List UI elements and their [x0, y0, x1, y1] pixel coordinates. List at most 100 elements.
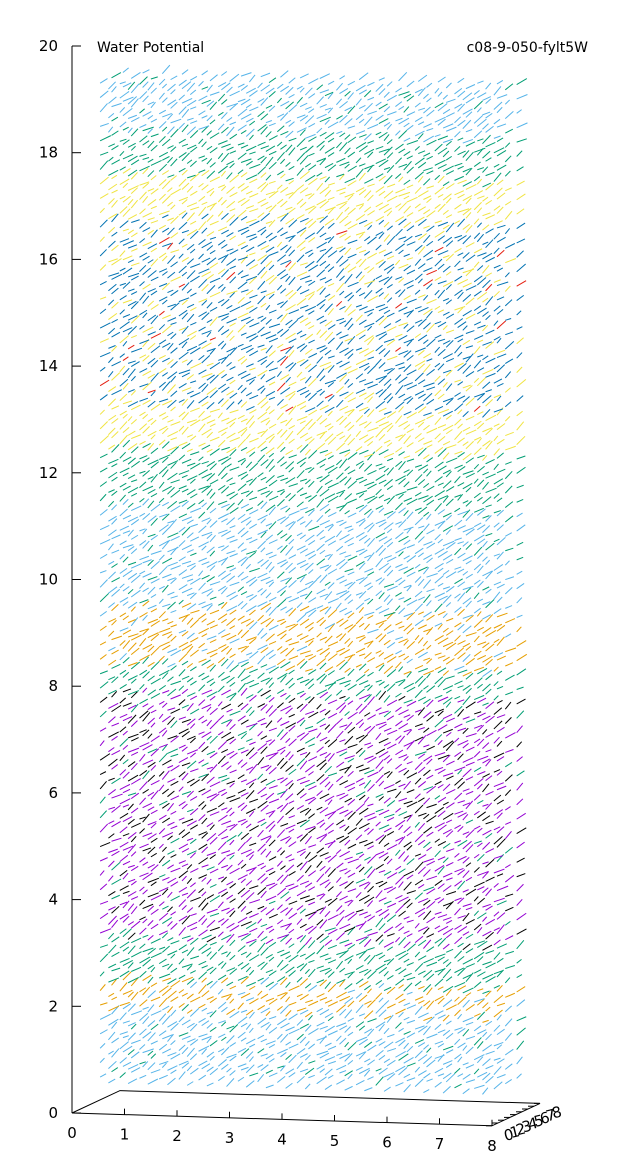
vector-arrow [375, 275, 383, 280]
vector-arrow [496, 468, 506, 474]
vector-arrow [111, 1048, 120, 1058]
vector-arrow [406, 1032, 416, 1038]
vector-arrow [190, 637, 199, 643]
vector-arrow [316, 388, 323, 393]
vector-arrow [131, 434, 142, 440]
vector-arrow [485, 504, 492, 508]
vector-arrow [336, 360, 343, 365]
vector-arrow [206, 832, 217, 842]
vector-arrow [485, 427, 493, 436]
vector-arrow [220, 556, 229, 566]
vector-arrow [268, 696, 275, 703]
vector-arrow [186, 1038, 196, 1043]
vector-arrow [367, 524, 375, 533]
vector-arrow [414, 1050, 423, 1059]
vector-arrow [122, 1020, 130, 1024]
vector-arrow [327, 436, 337, 445]
vector-arrow [122, 413, 128, 419]
vector-arrow [209, 250, 216, 255]
vector-arrow [383, 350, 391, 358]
vector-arrow [217, 731, 224, 736]
vector-arrow [327, 597, 339, 604]
vector-arrow [358, 462, 365, 469]
vector-arrow [383, 855, 389, 862]
vector-arrow [99, 593, 109, 603]
vector-arrow [229, 1010, 240, 1019]
vector-arrow [465, 371, 475, 378]
vector-arrow [201, 832, 209, 839]
vector-arrow [127, 704, 137, 710]
vector-arrow [237, 1016, 248, 1025]
vector-arrow [142, 512, 151, 521]
vector-arrow [504, 341, 515, 350]
vector-arrow [167, 446, 178, 452]
vector-arrow [147, 964, 154, 970]
vector-arrow [209, 868, 219, 874]
vector-arrow [308, 1000, 319, 1007]
vector-arrow [99, 1073, 107, 1078]
vector-arrow [167, 371, 178, 380]
vector-arrow [414, 464, 423, 468]
vector-arrow [237, 759, 243, 765]
vector-arrow [178, 599, 184, 605]
vector-arrow [476, 611, 482, 617]
vector-arrow [131, 822, 141, 828]
vector-arrow [398, 968, 407, 975]
vector-arrow [462, 355, 472, 360]
vector-arrow [434, 1054, 445, 1059]
vector-arrow [122, 771, 130, 779]
vector-arrow [161, 456, 169, 463]
vector-arrow [249, 650, 259, 659]
vector-arrow [186, 313, 195, 323]
vector-arrow [186, 937, 194, 942]
vector-arrow [493, 581, 502, 586]
vector-arrow [260, 848, 267, 855]
vector-arrow [482, 683, 491, 692]
vector-arrow [217, 755, 226, 765]
vector-arrow [516, 280, 527, 287]
vector-arrow [220, 286, 226, 292]
vector-arrow [319, 248, 327, 252]
vector-arrow [437, 321, 447, 328]
vector-arrow [395, 276, 403, 280]
vector-arrow [198, 943, 208, 951]
vector-arrow [178, 238, 185, 245]
vector-arrow [395, 836, 404, 842]
vector-arrow [226, 617, 236, 627]
vector-arrow [122, 702, 132, 707]
vector-arrow [347, 1031, 354, 1037]
vector-arrow [505, 662, 514, 667]
vector-arrow [150, 837, 158, 843]
vector-arrow [434, 822, 445, 829]
vector-arrow [383, 959, 391, 963]
vector-arrow [161, 770, 170, 780]
vector-arrow [99, 823, 109, 833]
vector-arrow [127, 818, 135, 825]
vector-arrow [319, 723, 327, 728]
vector-arrow [111, 1067, 119, 1073]
vector-arrow [139, 970, 147, 978]
vector-arrow [122, 485, 131, 491]
vector-arrow [299, 389, 310, 396]
vector-arrow [442, 1045, 454, 1051]
vector-arrow [403, 338, 415, 344]
vector-arrow [358, 981, 369, 988]
vector-arrow [462, 293, 472, 302]
vector-arrow [229, 609, 237, 615]
vector-arrow [367, 771, 379, 778]
vector-arrow [358, 434, 369, 441]
vector-arrow [198, 278, 208, 289]
vector-arrow [139, 570, 146, 575]
vector-arrow [217, 918, 225, 923]
vector-arrow [375, 474, 386, 481]
vector-arrow [288, 249, 296, 257]
vector-arrow [111, 996, 118, 1001]
vector-arrow [426, 600, 432, 607]
vector-arrow [426, 946, 435, 953]
vector-arrow [417, 1070, 427, 1076]
vector-arrow [108, 944, 117, 954]
vector-arrow [304, 968, 310, 975]
vector-arrow [111, 444, 120, 453]
vector-arrow [218, 226, 228, 232]
vector-arrow [473, 825, 481, 830]
